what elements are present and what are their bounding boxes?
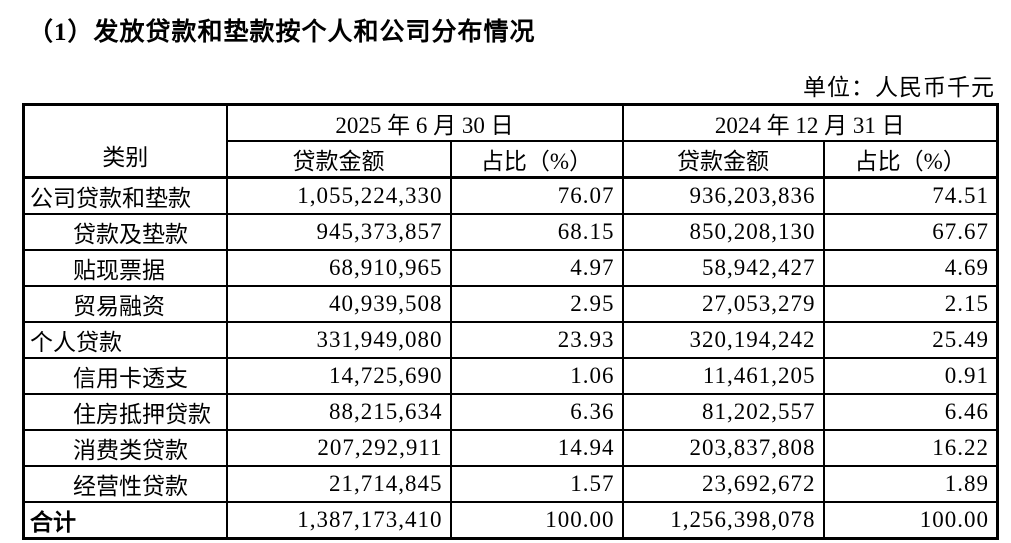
table-body: 公司贷款和垫款 1,055,224,330 76.07 936,203,836 … <box>22 176 999 540</box>
amount-2025-cell: 40,939,508 <box>225 285 452 323</box>
table-row: 贴现票据 68,910,965 4.97 58,942,427 4.69 <box>22 249 999 287</box>
category-cell: 信用卡透支 <box>22 357 228 395</box>
ratio-2024-cell: 0.91 <box>822 357 999 395</box>
table-row: 消费类贷款 207,292,911 14.94 203,837,808 16.2… <box>22 429 999 467</box>
ratio-2025-cell: 1.57 <box>449 465 624 503</box>
category-cell: 贷款及垫款 <box>22 213 228 251</box>
category-cell: 贸易融资 <box>22 285 228 323</box>
amount-2024-cell: 936,203,836 <box>621 176 825 215</box>
table-row: 合计 1,387,173,410 100.00 1,256,398,078 10… <box>22 501 999 540</box>
table-row: 住房抵押贷款 88,215,634 6.36 81,202,557 6.46 <box>22 393 999 431</box>
amount-2025-cell: 14,725,690 <box>225 357 452 395</box>
amount-2025-cell: 68,910,965 <box>225 249 452 287</box>
ratio-2024-cell: 74.51 <box>822 176 999 215</box>
amount-2024-cell: 320,194,242 <box>621 321 825 359</box>
table-header: 类别 2025 年 6 月 30 日 2024 年 12 月 31 日 贷款金额… <box>22 103 999 179</box>
category-cell: 公司贷款和垫款 <box>22 176 228 215</box>
ratio-2025-cell: 100.00 <box>449 501 624 540</box>
category-cell: 个人贷款 <box>22 321 228 359</box>
amount-2025-cell: 1,387,173,410 <box>225 501 452 540</box>
loan-distribution-table: 类别 2025 年 6 月 30 日 2024 年 12 月 31 日 贷款金额… <box>22 103 999 540</box>
category-cell: 住房抵押贷款 <box>22 393 228 431</box>
table-row: 信用卡透支 14,725,690 1.06 11,461,205 0.91 <box>22 357 999 395</box>
ratio-2024-cell: 100.00 <box>822 501 999 540</box>
ratio-2025-cell: 2.95 <box>449 285 624 323</box>
ratio-2024-cell: 6.46 <box>822 393 999 431</box>
ratio-2024-cell: 2.15 <box>822 285 999 323</box>
amount-2025-cell: 1,055,224,330 <box>225 176 452 215</box>
column-header-amount-2024: 贷款金额 <box>621 140 825 179</box>
ratio-2025-cell: 76.07 <box>449 176 624 215</box>
amount-2024-cell: 1,256,398,078 <box>621 501 825 540</box>
table-row: 经营性贷款 21,714,845 1.57 23,692,672 1.89 <box>22 465 999 503</box>
amount-2025-cell: 21,714,845 <box>225 465 452 503</box>
ratio-2025-cell: 6.36 <box>449 393 624 431</box>
ratio-2025-cell: 23.93 <box>449 321 624 359</box>
column-header-period-2024: 2024 年 12 月 31 日 <box>621 103 999 142</box>
column-header-amount-2025: 贷款金额 <box>225 140 452 179</box>
sub-header-row: 贷款金额 占比（%） 贷款金额 占比（%） <box>24 140 999 179</box>
category-cell: 消费类贷款 <box>22 429 228 467</box>
table-row: 公司贷款和垫款 1,055,224,330 76.07 936,203,836 … <box>22 176 999 215</box>
period-header-row: 类别 2025 年 6 月 30 日 2024 年 12 月 31 日 <box>22 103 999 179</box>
table-row: 个人贷款 331,949,080 23.93 320,194,242 25.49 <box>22 321 999 359</box>
column-header-ratio-2025: 占比（%） <box>449 140 624 179</box>
unit-label: 单位：人民币千元 <box>803 75 995 100</box>
table-row: 贸易融资 40,939,508 2.95 27,053,279 2.15 <box>22 285 999 323</box>
column-header-ratio-2024: 占比（%） <box>822 140 999 179</box>
category-cell: 经营性贷款 <box>22 465 228 503</box>
ratio-2024-cell: 25.49 <box>822 321 999 359</box>
amount-2024-cell: 11,461,205 <box>621 357 825 395</box>
ratio-2025-cell: 68.15 <box>449 213 624 251</box>
column-header-category: 类别 <box>22 103 228 179</box>
amount-2025-cell: 207,292,911 <box>225 429 452 467</box>
amount-2024-cell: 81,202,557 <box>621 393 825 431</box>
ratio-2024-cell: 4.69 <box>822 249 999 287</box>
amount-2024-cell: 27,053,279 <box>621 285 825 323</box>
ratio-2024-cell: 1.89 <box>822 465 999 503</box>
category-cell: 贴现票据 <box>22 249 228 287</box>
amount-2025-cell: 945,373,857 <box>225 213 452 251</box>
ratio-2024-cell: 16.22 <box>822 429 999 467</box>
column-header-period-2025: 2025 年 6 月 30 日 <box>225 103 624 142</box>
table-row: 贷款及垫款 945,373,857 68.15 850,208,130 67.6… <box>22 213 999 251</box>
ratio-2025-cell: 4.97 <box>449 249 624 287</box>
section-title: （1）发放贷款和垫款按个人和公司分布情况 <box>28 19 536 46</box>
amount-2024-cell: 23,692,672 <box>621 465 825 503</box>
category-cell: 合计 <box>22 501 228 540</box>
ratio-2025-cell: 14.94 <box>449 429 624 467</box>
ratio-2025-cell: 1.06 <box>449 357 624 395</box>
ratio-2024-cell: 67.67 <box>822 213 999 251</box>
amount-2024-cell: 850,208,130 <box>621 213 825 251</box>
amount-2025-cell: 331,949,080 <box>225 321 452 359</box>
amount-2025-cell: 88,215,634 <box>225 393 452 431</box>
amount-2024-cell: 203,837,808 <box>621 429 825 467</box>
amount-2024-cell: 58,942,427 <box>621 249 825 287</box>
